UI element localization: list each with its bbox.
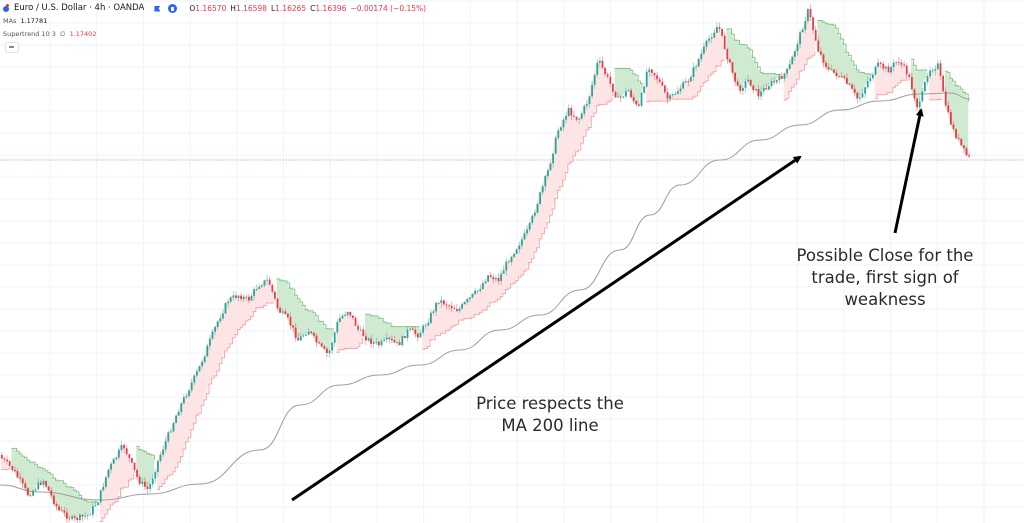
ohlc-high: H1.16598 [230,4,267,13]
supertrend-symbol: ∅ [59,30,66,38]
chart-legend: Euro / U.S. Dollar · 4h · OANDA O1.16570… [3,2,426,41]
supertrend-indicator [1,9,969,523]
ma200-line [0,92,971,501]
ohlc-low: L1.16265 [270,4,307,13]
bookmark-flag-icon[interactable] [154,5,161,12]
collapse-legend-button[interactable] [5,42,19,53]
ma-value: 1.17781 [20,17,48,25]
supertrend-label: Supertrend 10 3 [3,30,56,38]
close-annotation: Possible Close for the trade, first sign… [796,246,974,309]
price-change: −0.00174 (−0.15%) [350,4,427,13]
supertrend-value: 1.17402 [69,30,97,38]
replay-pause-icon[interactable] [168,4,178,13]
currency-flag-icon [3,3,9,12]
ma-indicator-row[interactable]: MAs 1.17781 [3,15,426,28]
supertrend-indicator-row[interactable]: Supertrend 10 3 ∅ 1.17402 [3,28,426,41]
ma-label: MAs [3,17,17,25]
ohlc-close: C1.16396 [310,4,347,13]
annotation-arrows [291,108,924,502]
ohlc-open: O1.16570 [189,4,227,13]
symbol-title[interactable]: Euro / U.S. Dollar · 4h · OANDA [14,3,145,13]
symbol-row: Euro / U.S. Dollar · 4h · OANDA O1.16570… [3,2,426,15]
ma-annotation: Price respects the MA 200 line [476,394,624,435]
candlesticks [1,4,970,523]
